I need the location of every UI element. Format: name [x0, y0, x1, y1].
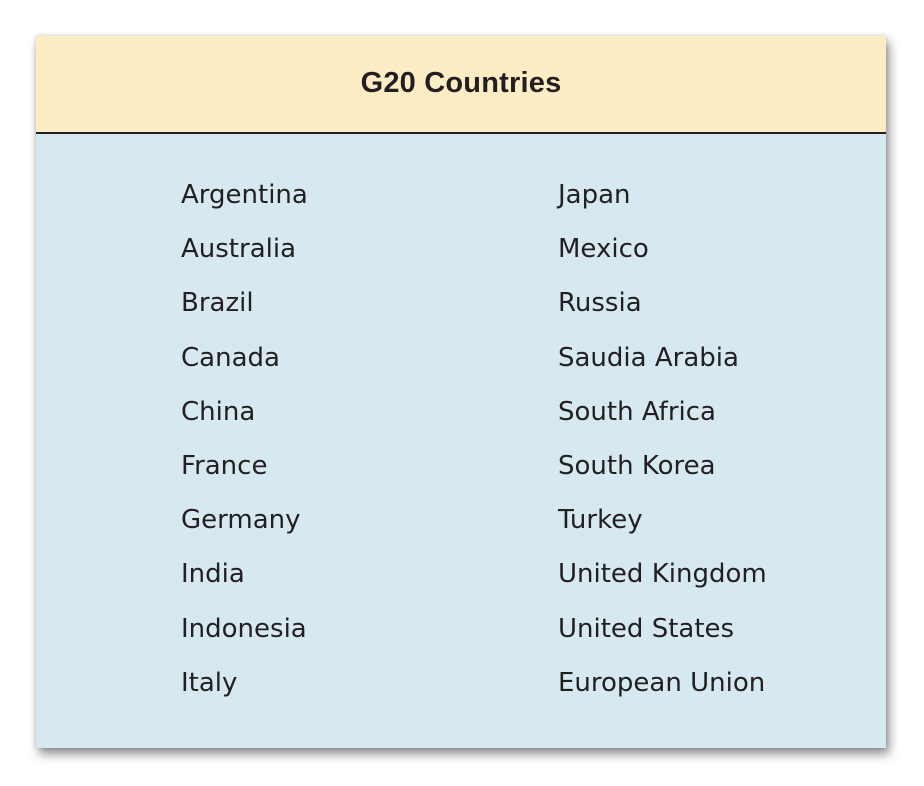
country-item: South Africa [558, 396, 716, 427]
country-item: Italy [181, 667, 238, 698]
table-title: G20 Countries [360, 66, 562, 99]
country-item: Canada [181, 342, 280, 373]
country-item: Indonesia [181, 613, 307, 644]
country-item: China [181, 396, 256, 427]
right-country-list: Japan Mexico Russia Saudia Arabia South … [558, 176, 767, 718]
country-item: India [181, 559, 245, 590]
country-item: Japan [558, 180, 631, 210]
table-header: G20 Countries [36, 36, 886, 134]
country-item: Germany [181, 505, 301, 536]
country-item: Australia [181, 234, 297, 265]
country-item: Brazil [181, 288, 254, 319]
g20-table: G20 Countries Argentina Australia Brazil… [36, 36, 886, 748]
left-country-list: Argentina Australia Brazil Canada China … [181, 176, 308, 718]
country-item: United Kingdom [558, 559, 767, 590]
country-item: Turkey [558, 505, 643, 536]
country-item: United States [558, 613, 735, 644]
country-item: Saudia Arabia [558, 342, 739, 373]
country-item: Mexico [558, 234, 649, 265]
country-item: South Korea [558, 450, 716, 481]
country-item: European Union [558, 667, 766, 698]
country-item: Russia [558, 288, 642, 319]
country-item: Argentina [181, 180, 308, 210]
country-item: France [181, 450, 268, 481]
